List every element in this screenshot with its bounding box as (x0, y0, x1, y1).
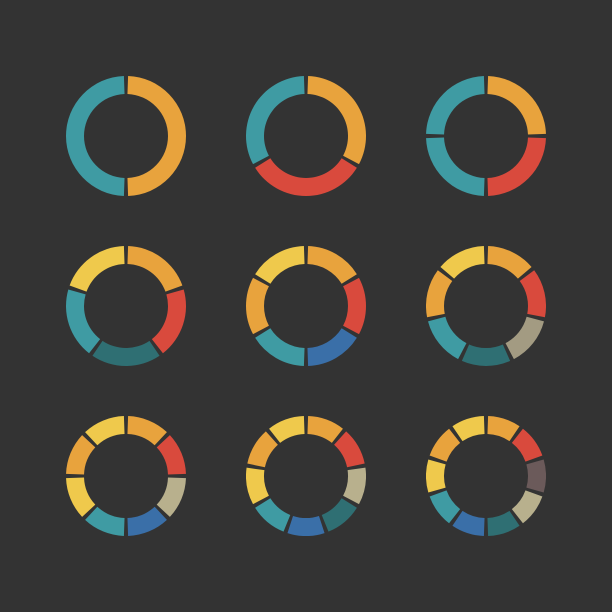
donut-10-segment-7 (430, 490, 461, 523)
donut-7-segment-4 (462, 344, 510, 366)
donut-10-segment-6 (452, 511, 484, 536)
donut-8-segment-5 (85, 507, 124, 536)
donut-2-segment-2 (66, 76, 125, 196)
donut-3 (246, 76, 366, 196)
donut-9-segment-9 (269, 416, 304, 443)
donut-6-segment-2 (343, 278, 366, 334)
donut-10-segment-4 (512, 490, 543, 523)
donut-7-segment-7 (440, 246, 484, 279)
donut-5-segment-2 (152, 289, 186, 353)
donut-6-segment-6 (255, 246, 304, 284)
donut-5-segment-1 (127, 246, 182, 292)
donut-5 (66, 246, 186, 366)
donut-9-segment-8 (247, 431, 278, 467)
donut-9-segment-5 (287, 516, 324, 536)
donut-2 (66, 76, 186, 196)
donut-9-segment-4 (322, 498, 357, 531)
donut-10-segment-8 (426, 459, 446, 492)
donut-9-segment-1 (307, 416, 342, 443)
donut-7-segment-1 (487, 246, 531, 279)
donut-7-segment-6 (426, 270, 452, 317)
donut-8-segment-2 (157, 435, 186, 474)
donut-9-segment-7 (246, 468, 269, 505)
donut-6-segment-5 (246, 278, 269, 334)
donut-7-segment-5 (428, 317, 466, 359)
donut-6-segment-1 (307, 246, 356, 284)
donut-8-segment-7 (66, 435, 95, 474)
donut-7-segment-3 (506, 317, 544, 359)
donut-8-segment-6 (66, 477, 95, 516)
donut-9 (246, 416, 366, 536)
donut-10-segment-1 (487, 416, 519, 441)
donut-8-segment-1 (127, 416, 166, 445)
donut-5-segment-4 (66, 289, 100, 353)
donut-10-segment-9 (430, 429, 461, 462)
donut-4-segment-3 (426, 137, 484, 195)
donut-8 (66, 416, 186, 536)
donut-9-segment-6 (255, 498, 290, 531)
donut-5-segment-3 (92, 341, 159, 366)
donut-10-segment-10 (452, 416, 484, 441)
donut-7 (426, 246, 546, 366)
donut-7-segment-2 (520, 270, 546, 317)
donut-4-segment-4 (426, 76, 484, 134)
donut-3-segment-2 (255, 158, 357, 196)
donut-4 (426, 76, 546, 196)
donut-4-segment-2 (487, 137, 545, 195)
donut-5-segment-5 (70, 246, 125, 292)
donut-10 (426, 416, 546, 536)
donut-10-segment-5 (487, 511, 519, 536)
donut-9-segment-3 (343, 468, 366, 505)
donut-8-segment-4 (127, 507, 166, 536)
donut-10-segment-2 (512, 429, 543, 462)
donut-9-segment-2 (334, 431, 365, 467)
donut-6-segment-4 (255, 328, 304, 366)
donut-3-segment-3 (246, 76, 305, 164)
donut-3-segment-1 (307, 76, 366, 164)
donut-4-segment-1 (487, 76, 545, 134)
donut-8-segment-8 (85, 416, 124, 445)
donut-grid (66, 76, 546, 536)
donut-2-segment-1 (127, 76, 186, 196)
donut-10-segment-3 (526, 459, 546, 492)
donut-6-segment-3 (307, 328, 356, 366)
donut-6 (246, 246, 366, 366)
donut-8-segment-3 (157, 477, 186, 516)
